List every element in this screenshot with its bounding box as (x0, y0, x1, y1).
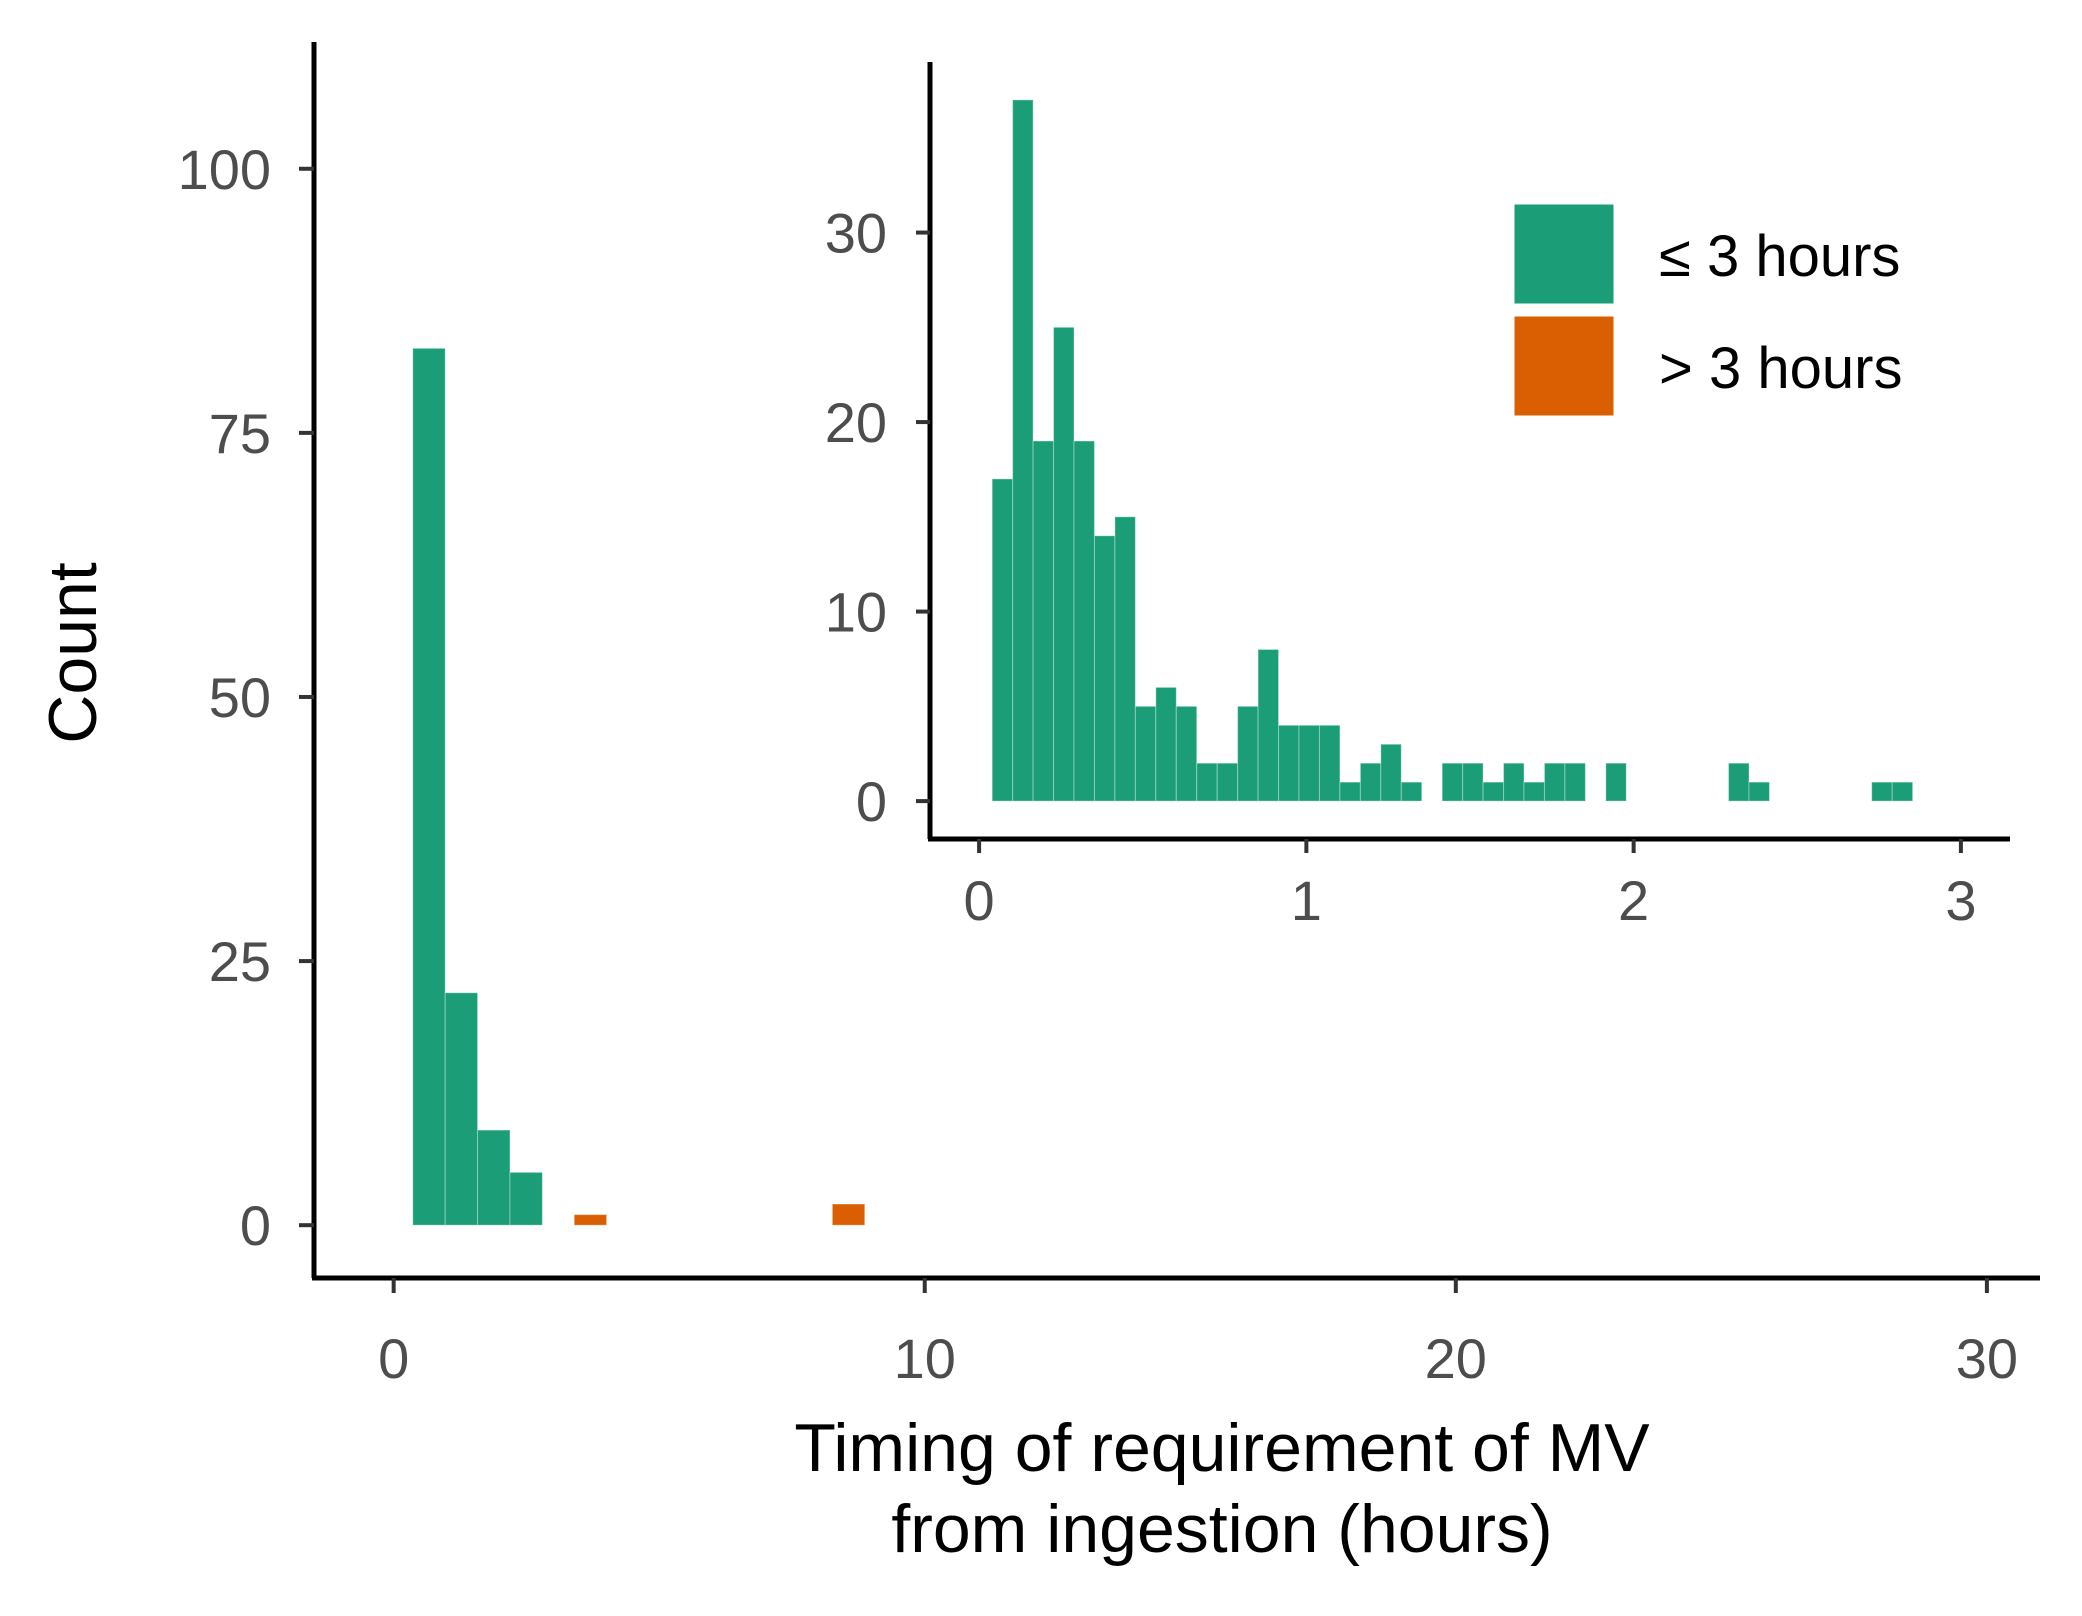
inset-bar-44 (1891, 781, 1914, 802)
x-axis-title-line-2: from ingestion (hours) (891, 1491, 1552, 1567)
main-x-tick-label: 10 (894, 1327, 956, 1390)
main-y-tick-label: 25 (209, 930, 271, 993)
legend-label-le3: ≤ 3 hours (1659, 224, 1900, 289)
main-y-tick-label: 75 (209, 402, 271, 465)
inset-bar-36 (1728, 762, 1750, 802)
inset-bar-10 (1196, 762, 1218, 802)
inset-bar-22 (1441, 762, 1464, 802)
main-bar-1 (444, 992, 479, 1226)
inset-bar-20 (1400, 781, 1423, 802)
inset-bar-17 (1339, 781, 1361, 802)
inset-bar-30 (1605, 762, 1627, 802)
x-axis-title-line-1: Timing of requirement of MV (794, 1410, 1650, 1486)
y-axis-title: Count (35, 562, 111, 744)
inset-y-tick-label: 20 (825, 391, 887, 454)
inset-bar-25 (1503, 762, 1525, 802)
inset-bar-43 (1871, 781, 1893, 802)
inset-bar-27 (1543, 762, 1566, 802)
inset-bar-4 (1073, 440, 1095, 802)
inset-bar-26 (1523, 781, 1545, 802)
main-bar-5 (831, 1203, 866, 1226)
inset-bar-0 (991, 478, 1014, 802)
inset-bar-9 (1175, 705, 1198, 802)
inset-bar-24 (1482, 781, 1505, 802)
main-bar-4 (573, 1214, 608, 1226)
inset-bar-15 (1298, 724, 1320, 802)
inset-bar-3 (1053, 326, 1075, 802)
inset-axes: 0 10 20 30 0 1 2 3 (825, 62, 2010, 932)
main-y-tick-label: 50 (209, 666, 271, 729)
inset-x-tick-label: 2 (1618, 869, 1649, 932)
inset-bar-18 (1359, 762, 1382, 802)
inset-histogram-bars (991, 99, 1914, 802)
inset-bar-2 (1032, 440, 1055, 802)
legend-swatch-le3 (1511, 201, 1617, 307)
inset-bar-23 (1462, 762, 1484, 802)
inset-bar-7 (1134, 705, 1157, 802)
legend: ≤ 3 hours > 3 hours (1511, 201, 1902, 419)
inset-x-tick-label: 3 (1945, 869, 1976, 932)
inset-y-tick-label: 30 (825, 202, 887, 265)
inset-bar-12 (1237, 705, 1259, 802)
main-y-tick-label: 100 (178, 138, 271, 201)
main-x-tick-label: 30 (1956, 1327, 2018, 1390)
legend-label-gt3: > 3 hours (1659, 336, 1902, 401)
inset-bar-37 (1748, 781, 1770, 802)
inset-x-tick-label: 1 (1291, 869, 1322, 932)
inset-y-tick-label: 0 (856, 770, 887, 833)
inset-bar-14 (1278, 724, 1300, 802)
inset-bar-16 (1318, 724, 1341, 802)
inset-y-tick-label: 10 (825, 581, 887, 644)
inset-bar-1 (1012, 99, 1034, 802)
inset-bar-5 (1093, 535, 1116, 802)
inset-bar-8 (1155, 686, 1177, 802)
inset-bar-28 (1564, 762, 1586, 802)
inset-bar-6 (1114, 516, 1136, 802)
main-y-tick-label: 0 (240, 1194, 271, 1257)
main-bar-2 (477, 1129, 511, 1226)
inset-bar-13 (1257, 648, 1280, 802)
main-x-tick-label: 20 (1425, 1327, 1487, 1390)
main-histogram-bars (412, 347, 866, 1226)
inset-bar-11 (1216, 762, 1239, 802)
inset-x-tick-label: 0 (964, 869, 995, 932)
inset-bar-19 (1380, 743, 1402, 802)
legend-swatch-gt3 (1511, 313, 1617, 419)
main-bar-0 (412, 347, 446, 1226)
main-bar-3 (509, 1171, 543, 1226)
main-x-tick-label: 0 (378, 1327, 409, 1390)
